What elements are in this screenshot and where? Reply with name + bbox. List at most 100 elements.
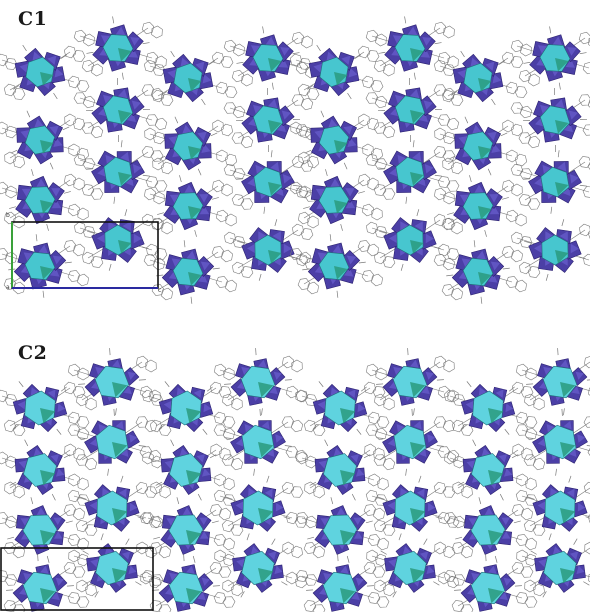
polyoxometalate-cluster [78,348,146,416]
polyoxometalate-cluster [224,408,291,475]
terminal-ligand [381,551,387,555]
polyoxometalate-cluster [378,140,441,203]
terminal-ligand [109,264,111,271]
terminal-ligand [526,438,533,439]
terminal-ligand [211,133,217,136]
terminal-ligand [495,556,497,563]
terminal-ligand [569,476,571,483]
polyoxometalate-cluster [305,111,363,169]
ligand-ring [528,136,540,148]
ligand-ring [161,95,173,106]
polyoxometalate-cluster [376,348,444,416]
polyoxometalate-cluster [531,539,590,598]
ligand-ring [585,542,590,554]
terminal-ligand [272,83,273,90]
terminal-ligand [549,534,551,541]
terminal-ligand [424,539,428,545]
polyoxometalate-cluster [526,348,590,416]
terminal-ligand [66,521,73,523]
polyoxometalate-cluster [13,45,67,99]
ligand-ring [295,517,307,528]
terminal-ligand [303,207,310,209]
ligand-ring [242,74,253,86]
terminal-ligand [293,53,300,54]
terminal-ligand [47,224,49,231]
ligand-ring [225,87,237,98]
terminal-ligand [139,445,146,446]
terminal-ligand [52,494,55,500]
terminal-ligand [113,16,114,23]
terminal-ligand [213,268,220,269]
ligand-ring [77,81,89,92]
c1-crystal-packing [0,0,590,322]
terminal-ligand [63,127,69,130]
terminal-ligand [474,240,475,247]
terminal-ligand [378,168,385,169]
terminal-ligand [78,438,85,439]
terminal-ligand [259,274,261,281]
terminal-ligand [401,264,403,271]
terminal-ligand [546,274,548,281]
polyoxometalate-cluster [458,440,519,501]
terminal-ligand [580,53,587,54]
terminal-ligand [551,207,552,214]
ligand-ring [583,254,590,266]
terminal-ligand [125,209,127,216]
terminal-ligand [54,93,58,99]
terminal-ligand [9,207,16,209]
terminal-ligand [135,582,141,586]
polyoxometalate-cluster [156,440,217,501]
ligand-ring [302,36,313,48]
terminal-ligand [435,43,442,44]
terminal-ligand [83,551,89,555]
ligand-ring [367,51,379,62]
terminal-ligand [275,219,277,226]
terminal-ligand [267,476,269,483]
ligand-ring [225,280,236,292]
terminal-ligand [580,185,587,186]
terminal-ligand [413,408,414,415]
ligand-ring [377,538,388,550]
terminal-ligand [563,408,564,415]
terminal-ligand [473,440,476,446]
terminal-ligand [101,534,103,541]
terminal-ligand [236,178,243,179]
terminal-ligand [501,133,507,136]
ligand-ring [91,256,103,267]
ligand-ring [373,567,385,578]
ligand-ring [77,274,88,286]
terminal-ligand [126,539,130,545]
terminal-ligand [31,169,33,176]
terminal-ligand [171,440,174,446]
polyoxometalate-cluster [523,26,586,89]
polyoxometalate-cluster [303,169,365,231]
terminal-ligand [202,99,206,105]
terminal-ligand [413,140,414,147]
ligand-ring [149,517,161,528]
polyoxometalate-cluster [379,209,441,271]
terminal-ligand [419,476,421,483]
terminal-ligand [271,150,272,157]
terminal-ligand [352,494,355,500]
terminal-ligand [325,169,327,176]
terminal-ligand [191,297,192,304]
ligand-ring [383,458,395,470]
polyoxometalate-cluster [310,440,371,501]
polyoxometalate-cluster [302,234,366,298]
polyoxometalate-cluster [78,408,145,475]
c2-packing-group [0,348,590,612]
polyoxometalate-cluster [236,150,299,213]
terminal-ligand [203,429,207,434]
polyoxometalate-cluster [13,381,67,434]
terminal-ligand [198,169,201,175]
ligand-ring [447,118,459,130]
c1-axis-origin-label: a [6,284,10,291]
ligand-ring [73,244,84,256]
terminal-ligand [514,521,521,523]
ligand-ring [525,538,536,550]
terminal-ligand [108,469,109,476]
ligand-ring [447,181,459,192]
terminal-ligand [293,185,300,186]
terminal-ligand [579,257,586,259]
ligand-ring [584,482,590,494]
